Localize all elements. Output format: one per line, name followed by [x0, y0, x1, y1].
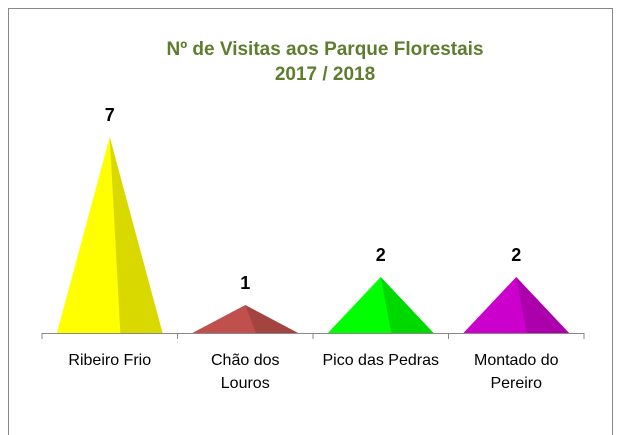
- chart-subtitle: 2017 / 2018: [275, 64, 375, 85]
- value-label: 7: [105, 105, 115, 125]
- value-label: 1: [240, 273, 250, 293]
- x-tick-label: Pico das Pedras: [322, 352, 439, 369]
- chart-title: Nº de Visitas aos Parque Florestais: [166, 39, 483, 60]
- value-label: 2: [511, 245, 521, 265]
- x-tick-label: Montado do Pereiro: [474, 352, 559, 392]
- value-label: 2: [376, 245, 386, 265]
- cone: [327, 277, 434, 333]
- cone: [56, 137, 163, 333]
- cone: [463, 277, 570, 333]
- x-tick-label: Ribeiro Frio: [68, 352, 151, 369]
- cone: [192, 305, 299, 333]
- x-tick-label: Chão dos Louros: [211, 352, 280, 392]
